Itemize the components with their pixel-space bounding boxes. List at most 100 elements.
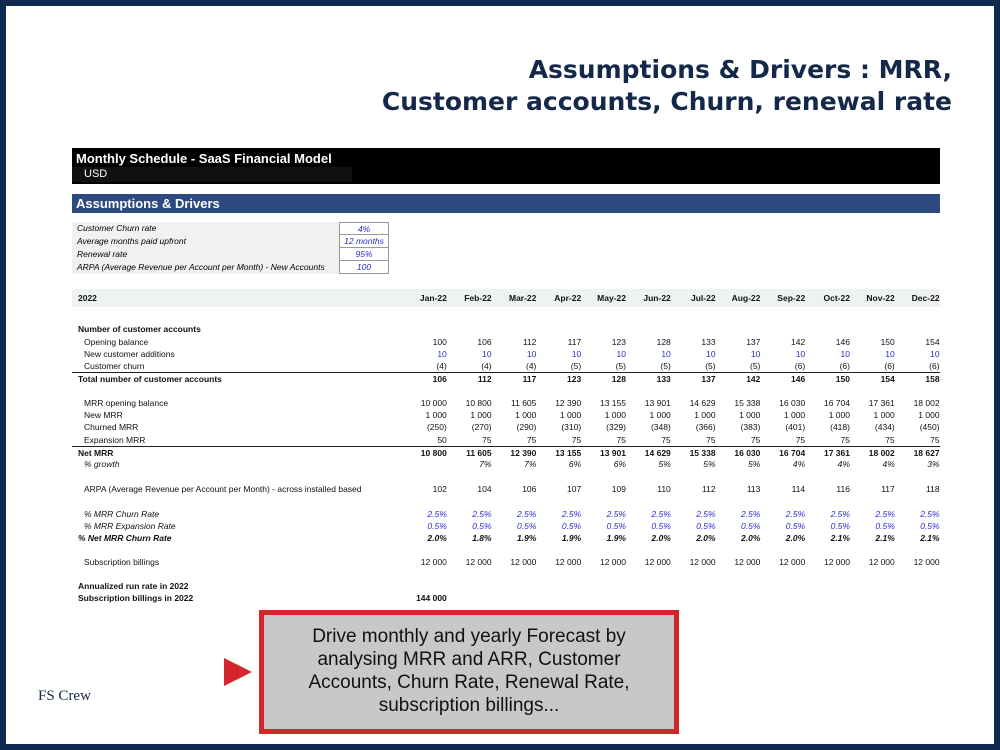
cell-value: 112: [702, 484, 716, 494]
cell-value: 128: [611, 374, 626, 384]
table-row: Customer churn (4) (4) (4) (5) (5) (5) (5) (5) (6…: [72, 360, 940, 372]
table-row: Opening balance 100 106 112 117 123 128 133 137 1…: [72, 336, 940, 348]
cell-value: 123: [567, 374, 582, 384]
cell-value: 0.5%: [785, 521, 806, 531]
month-header: Oct-22: [823, 293, 850, 303]
callout-box: Drive monthly and yearly Forecast by ana…: [259, 610, 679, 734]
table-row: New customer additions 10 10 10 10 10 10 10 10 10…: [72, 348, 940, 360]
cell-value: 1.9%: [561, 533, 582, 543]
row-label: % Net MRR Churn Rate: [78, 533, 172, 543]
row-label: New MRR: [84, 410, 123, 420]
table-row: % MRR Expansion Rate 0.5% 0.5% 0.5% 0.5% 0.5%…: [72, 520, 940, 532]
cell-value: 4%: [837, 459, 850, 469]
cell-value: 50: [437, 435, 447, 445]
cell-value: 2.5%: [517, 509, 537, 519]
cell-value: 2.5%: [472, 509, 492, 519]
cell-value: 10 800: [465, 398, 492, 408]
cell-value: 2.1%: [920, 533, 940, 543]
cell-value: 2.5%: [427, 509, 447, 519]
cell-value: (418): [830, 422, 850, 432]
table-row: Total number of customer accounts 106 112 1…: [72, 372, 940, 385]
cell-value: 1.9%: [517, 533, 537, 543]
cell-value: 1 000: [694, 410, 716, 420]
cell-value: 1 000: [470, 410, 492, 420]
cell-value: 0.5%: [472, 521, 492, 531]
assumption-input[interactable]: 4%: [339, 222, 389, 235]
cell-value: 118: [926, 484, 940, 494]
cell-value: 1.9%: [606, 533, 626, 543]
cell-value: 11 605: [511, 398, 537, 408]
cell-value: 12 000: [868, 557, 895, 567]
cell-value: 2.5%: [830, 509, 850, 519]
cell-value: 106: [522, 484, 537, 494]
cell-value: 16 030: [779, 398, 806, 408]
cell-value: 10 000: [420, 398, 447, 408]
cell-value: 14 629: [689, 398, 716, 408]
cell-value: 13 901: [599, 448, 626, 458]
table-row: Churned MRR (250) (270) (290) (310) (329) (348…: [72, 421, 940, 433]
cell-value: 1 000: [649, 410, 671, 420]
cell-value: 16 030: [734, 448, 761, 458]
month-header: Feb-22: [464, 293, 492, 303]
cell-value: (5): [615, 361, 626, 371]
row-label: ARPA (Average Revenue per Account per Mo…: [84, 484, 362, 494]
cell-value: 3%: [927, 459, 940, 469]
cell-value: 2.0%: [651, 533, 671, 543]
cell-value: 5%: [703, 459, 716, 469]
cell-value: (5): [570, 361, 582, 371]
cell-value: (5): [660, 361, 671, 371]
cell-value: 75: [571, 435, 582, 445]
cell-value: 75: [706, 435, 716, 445]
cell-value: 10: [437, 349, 447, 359]
cell-value: 2.5%: [875, 509, 895, 519]
cell-value: 10: [795, 349, 806, 359]
row-label: % growth: [84, 459, 120, 469]
cell-value: 75: [750, 435, 761, 445]
cell-value: (6): [794, 361, 806, 371]
cell-value: (6): [884, 361, 895, 371]
cell-value: 0.5%: [830, 521, 850, 531]
cell-value: 2.5%: [606, 509, 626, 519]
assumption-input[interactable]: 100: [339, 261, 389, 274]
cell-value: 7%: [524, 459, 537, 469]
assumption-input[interactable]: 12 months: [339, 235, 389, 248]
cell-value: (4): [481, 361, 492, 371]
row-label: Annualized run rate in 2022: [78, 581, 189, 591]
cell-value: 2.0%: [741, 533, 761, 543]
row-label: Subscription billings: [84, 557, 160, 567]
cell-value: 2.1%: [875, 533, 895, 543]
cell-value: 12 000: [689, 557, 716, 567]
cell-value: 10: [661, 349, 671, 359]
row-label: Churned MRR: [84, 422, 139, 432]
cell-value: 10: [571, 349, 582, 359]
month-header: Jun-22: [643, 293, 671, 303]
cell-value: 6%: [613, 459, 626, 469]
cell-value: 2.5%: [920, 509, 940, 519]
assumption-label: Renewal rate: [72, 248, 339, 261]
cell-value: (383): [740, 422, 761, 432]
cell-value: 150: [835, 374, 850, 384]
table-row: Expansion MRR 50 75 75 75 75 75 75 75 75 75 75 75: [72, 434, 940, 446]
cell-value: 109: [611, 484, 626, 494]
cell-value: (434): [874, 422, 895, 432]
cell-value: 75: [526, 435, 537, 445]
cell-value: 12 000: [555, 557, 582, 567]
cell-value: (401): [785, 422, 806, 432]
cell-value: 10: [482, 349, 492, 359]
month-header: Apr-22: [554, 293, 582, 303]
table-row: % growth 7% 7% 6% 6% 5% 5% 5% 4% 4% 4% 3%: [72, 458, 940, 470]
table-row: ARPA (Average Revenue per Account per Mo…: [72, 483, 940, 495]
cell-value: 144 000: [416, 593, 447, 603]
cell-value: 75: [840, 435, 850, 445]
row-label: Net MRR: [78, 448, 114, 458]
cell-value: (4): [436, 361, 447, 371]
cell-value: 142: [790, 337, 806, 347]
assumption-input[interactable]: 95%: [339, 248, 389, 261]
assumption-label: Customer Churn rate: [72, 222, 339, 235]
model-title: Monthly Schedule - SaaS Financial Model: [76, 151, 332, 166]
cell-value: 117: [567, 337, 582, 347]
row-label: Opening balance: [84, 337, 149, 347]
cell-value: 117: [881, 484, 895, 494]
cell-value: 112: [477, 374, 492, 384]
arrow-pointer-icon: [224, 658, 252, 686]
